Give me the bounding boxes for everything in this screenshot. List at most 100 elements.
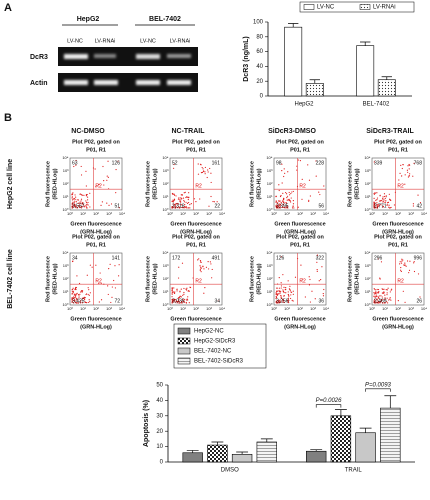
event-dot (189, 286, 192, 289)
event-dot (81, 302, 84, 304)
event-dot (278, 299, 280, 301)
event-dot (183, 199, 185, 202)
x-tick-label: BEL-7402 (363, 102, 390, 108)
quadrant-count: 3,395 (276, 203, 289, 209)
event-dot (409, 173, 411, 175)
event-dot (373, 293, 375, 295)
event-dot (401, 260, 403, 262)
y-tick-label: 10¹ (63, 289, 69, 294)
event-dot (181, 262, 184, 264)
event-dot (71, 297, 73, 300)
event-dot (289, 194, 291, 196)
event-dot (419, 201, 422, 204)
event-dot (173, 198, 176, 200)
event-dot (207, 268, 210, 270)
x-tick-label: 10⁰ (67, 211, 73, 216)
quadrant-count: 98 (276, 160, 282, 166)
event-dot (308, 199, 310, 201)
y-tick-label: 10¹ (163, 194, 169, 199)
event-dot (318, 191, 320, 193)
event-dot (375, 302, 377, 304)
event-dot (321, 266, 323, 268)
error-bar (186, 450, 199, 453)
event-dot (204, 286, 206, 289)
event-dot (278, 289, 280, 292)
event-dot (85, 170, 87, 172)
event-dot (286, 195, 289, 197)
event-dot (185, 201, 187, 203)
event-dot (291, 191, 293, 193)
event-dot (281, 300, 283, 302)
event-dot (173, 193, 175, 195)
y-tick-label: 10³ (63, 263, 69, 268)
significance-bracket (365, 388, 391, 392)
plot-title: Plot P02, gated on (72, 234, 120, 240)
event-dot (279, 292, 281, 294)
event-dot (287, 171, 289, 173)
event-dot (85, 185, 87, 187)
event-dot (277, 300, 279, 302)
event-dot (382, 206, 384, 208)
event-dot (386, 204, 388, 206)
event-dot (374, 202, 376, 204)
event-dot (377, 297, 380, 299)
event-dot (281, 206, 284, 208)
x-tick-label: 10² (193, 306, 199, 311)
event-dot (109, 263, 111, 265)
event-dot (379, 200, 382, 202)
y-tick-label: 10² (163, 276, 169, 281)
event-dot (103, 180, 105, 182)
event-dot (210, 172, 212, 174)
y-tick-label: 10⁰ (364, 207, 370, 212)
event-dot (80, 174, 83, 176)
event-dot (385, 196, 387, 198)
event-dot (186, 298, 188, 300)
quadrant-count: 42 (416, 203, 422, 209)
event-dot (384, 197, 386, 200)
event-dot (71, 197, 73, 199)
event-dot (75, 288, 77, 291)
event-dot (179, 302, 181, 304)
plot-frame (273, 157, 327, 211)
event-dot (118, 207, 120, 209)
event-dot (107, 176, 109, 178)
event-dot (79, 293, 81, 295)
event-dot (373, 292, 375, 294)
y-tick-label: 10¹ (267, 289, 273, 294)
event-dot (71, 193, 73, 195)
event-dot (316, 268, 318, 271)
event-dot (376, 299, 379, 301)
event-dot (79, 202, 81, 204)
quadrant-count: 63 (72, 160, 78, 166)
event-dot (78, 206, 81, 208)
x-tick-label: 10⁴ (421, 211, 427, 216)
event-dot (211, 268, 213, 271)
event-dot (287, 299, 289, 302)
y-tick-label: 10 (156, 444, 163, 450)
quadrant-count: 2,469 (374, 298, 387, 304)
bar (207, 444, 228, 463)
event-dot (212, 200, 214, 203)
event-dot (173, 299, 175, 301)
event-dot (110, 203, 113, 205)
bar (182, 452, 203, 463)
event-dot (278, 200, 281, 202)
event-dot (175, 205, 177, 207)
event-dot (390, 199, 392, 201)
x-tick-label: 10¹ (80, 306, 86, 311)
event-dot (185, 302, 188, 304)
event-dot (277, 200, 280, 202)
event-dot (210, 263, 212, 265)
event-dot (199, 198, 201, 200)
event-dot (88, 294, 90, 296)
event-dot (199, 265, 201, 267)
event-dot (402, 164, 404, 166)
event-dot (181, 206, 183, 209)
bar (380, 407, 401, 463)
event-dot (171, 287, 173, 289)
event-dot (86, 199, 89, 201)
event-dot (373, 161, 375, 163)
event-dot (373, 207, 375, 209)
event-dot (316, 254, 319, 256)
